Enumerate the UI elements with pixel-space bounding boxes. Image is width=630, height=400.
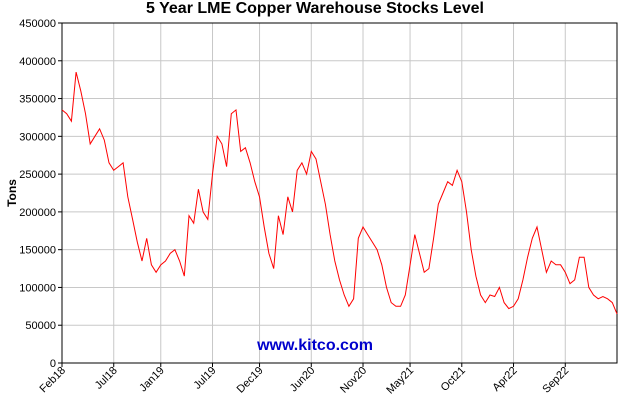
y-tick-label: 50000 — [25, 320, 56, 332]
y-tick-label: 300000 — [19, 131, 56, 143]
plot-area — [62, 23, 617, 363]
x-tick-label: May21 — [384, 365, 416, 397]
data-line — [61, 71, 618, 315]
x-tick-label: Jul19 — [192, 365, 219, 392]
x-tick-label: Jul18 — [93, 365, 120, 392]
x-tick-label: Oct21 — [439, 365, 468, 394]
watermark: www.kitco.com — [256, 337, 373, 354]
x-tick-label: Jun20 — [288, 365, 318, 395]
y-tick-label: 400000 — [19, 56, 56, 68]
x-tick-label: Nov20 — [338, 365, 369, 396]
y-tick-label: 200000 — [19, 207, 56, 219]
y-tick-label: 450000 — [19, 18, 56, 30]
x-tick-label: Apr22 — [490, 365, 519, 394]
x-tick-label: Dec19 — [235, 365, 266, 396]
y-tick-label: 0 — [50, 358, 56, 370]
plot-border — [61, 22, 618, 364]
y-tick-label: 350000 — [19, 94, 56, 106]
x-tick-label: Jan19 — [137, 365, 167, 395]
y-axis-label: Tons — [5, 179, 19, 207]
y-tick-label: 100000 — [19, 282, 56, 294]
y-tick-label: 150000 — [19, 245, 56, 257]
x-tick-label: Sep22 — [540, 365, 571, 396]
y-tick-label: 250000 — [19, 169, 56, 181]
chart-title: 5 Year LME Copper Warehouse Stocks Level — [146, 0, 484, 17]
